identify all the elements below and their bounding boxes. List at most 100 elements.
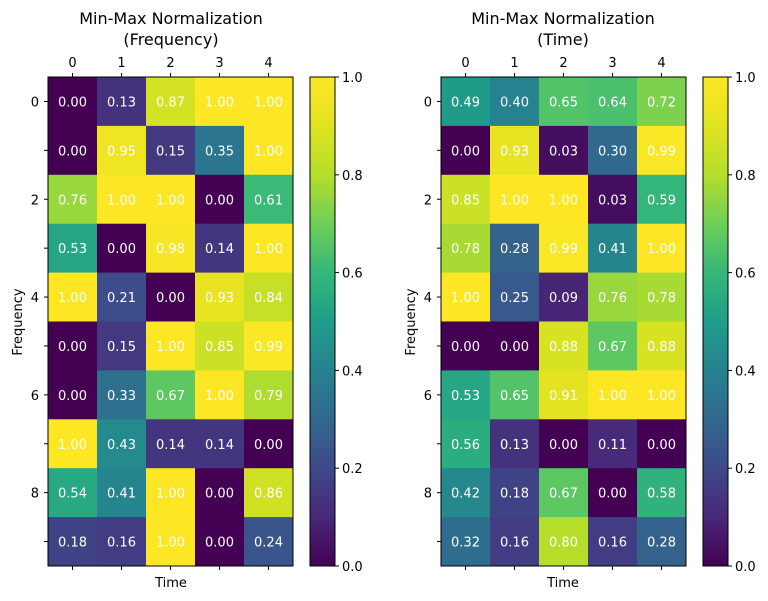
heatmap-cell	[48, 174, 98, 225]
cell-value-label: 0.13	[107, 95, 136, 110]
cell-value-label: 0.28	[647, 536, 676, 551]
heatmap-cell	[195, 468, 245, 518]
heatmap-cell	[195, 321, 245, 371]
cell-value-label: 0.93	[205, 291, 234, 306]
cell-value-label: 0.00	[598, 487, 627, 502]
chart-title-line2: (Frequency)	[123, 30, 218, 49]
x-tick-label: 1	[510, 56, 518, 71]
cell-value-label: 0.41	[598, 242, 627, 257]
y-axis-label: Frequency	[11, 288, 26, 355]
cell-value-label: 0.00	[549, 438, 578, 453]
cell-value-label: 0.18	[500, 487, 529, 502]
cell-value-label: 0.00	[205, 193, 234, 208]
heatmap-cell	[539, 419, 589, 469]
heatmap-cell	[637, 223, 687, 274]
cell-value-label: 0.21	[107, 291, 136, 306]
heatmap-panel-time: Min-Max Normalization (Time) Time Freque…	[404, 9, 756, 591]
heatmap-cell	[588, 419, 638, 469]
cell-value-label: 0.58	[647, 487, 676, 502]
cell-value-label: 0.30	[598, 144, 627, 159]
heatmap-panel-frequency: Min-Max Normalization (Frequency) Time F…	[11, 9, 363, 591]
colorbar-tick-label: 0.4	[735, 364, 756, 379]
cell-value-label: 0.03	[549, 144, 578, 159]
heatmap-cell	[97, 223, 147, 274]
cell-value-label: 0.65	[549, 95, 578, 110]
heatmap-cell	[146, 272, 196, 322]
cell-value-label: 0.00	[156, 291, 185, 306]
heatmap-cell	[48, 419, 98, 469]
cell-value-label: 0.41	[107, 487, 136, 502]
heatmap-cell	[244, 223, 294, 274]
cell-value-label: 0.78	[647, 291, 676, 306]
heatmap-cell	[195, 125, 245, 176]
heatmap-cell	[539, 174, 589, 225]
heatmap-cell	[48, 77, 98, 127]
cell-value-label: 0.59	[647, 193, 676, 208]
heatmap-cell	[637, 370, 687, 420]
plot-frame	[440, 76, 687, 567]
heatmap-cell	[97, 370, 147, 420]
cell-value-label: 0.00	[58, 144, 87, 159]
y-tick-label: 8	[31, 487, 39, 502]
heatmap-cell	[146, 125, 196, 176]
heatmap-cell	[146, 321, 196, 371]
y-ticks: 0 2 4 6 8	[424, 95, 441, 543]
heatmap-cell	[539, 370, 589, 420]
heatmap-cell	[490, 223, 540, 274]
chart-title-line1: Min-Max Normalization	[79, 9, 263, 28]
colorbar-ticks: 0.0 0.2 0.4 0.6 0.8 1.0	[335, 71, 363, 575]
heatmap-cell	[195, 174, 245, 225]
heatmap-cell	[637, 468, 687, 518]
heatmap-cell	[97, 321, 147, 371]
heatmap-cell	[48, 272, 98, 322]
colorbar: 0.0 0.2 0.4 0.6 0.8 1.0	[702, 71, 756, 575]
cell-value-label: 0.11	[598, 438, 627, 453]
cell-value-label: 0.65	[500, 389, 529, 404]
cell-value-label: 0.78	[451, 242, 480, 257]
cell-value-label: 0.99	[647, 144, 676, 159]
cell-value-label: 0.14	[156, 438, 185, 453]
cell-value-label: 0.00	[107, 242, 136, 257]
heatmap-cell	[146, 370, 196, 420]
cell-value-label: 0.93	[500, 144, 529, 159]
cell-value-label: 0.16	[107, 536, 136, 551]
heatmap-cell	[244, 125, 294, 176]
x-tick-label: 1	[117, 56, 125, 71]
heatmap-cell	[588, 272, 638, 322]
heatmap-cell	[97, 272, 147, 322]
x-tick-label: 4	[657, 56, 665, 71]
cell-value-label: 0.56	[451, 438, 480, 453]
heatmap-cell	[97, 419, 147, 469]
heatmap-cell	[441, 517, 491, 567]
cell-value-label: 1.00	[107, 193, 136, 208]
cell-value-label: 0.67	[549, 487, 578, 502]
heatmap-cell	[588, 174, 638, 225]
cell-value-label: 1.00	[205, 389, 234, 404]
cell-value-label: 0.15	[156, 144, 185, 159]
cell-value-labels: 0.00 0.13 0.87 1.00 1.00 0.00 0.95 0.15 0.35 1.00…	[58, 95, 283, 550]
cell-value-label: 0.53	[58, 242, 87, 257]
heatmap-cells	[441, 77, 687, 567]
cell-value-label: 0.91	[549, 389, 578, 404]
x-tick-label: 0	[461, 56, 469, 71]
heatmap-cell	[244, 468, 294, 518]
colorbar-frame	[309, 76, 336, 567]
heatmap-cell	[588, 125, 638, 176]
cell-value-label: 0.54	[58, 487, 87, 502]
x-axis-label: Time	[546, 576, 579, 591]
cell-value-label: 0.87	[156, 95, 185, 110]
colorbar: 0.0 0.2 0.4 0.6 0.8 1.0	[309, 71, 363, 575]
y-tick-label: 0	[424, 95, 432, 110]
heatmap-cell	[146, 419, 196, 469]
cell-value-label: 1.00	[156, 193, 185, 208]
cell-value-label: 0.42	[451, 487, 480, 502]
cell-value-label: 0.80	[549, 536, 578, 551]
cell-value-label: 0.00	[205, 536, 234, 551]
heatmap-cell	[97, 517, 147, 567]
heatmap-cell	[539, 223, 589, 274]
heatmap-cell	[244, 77, 294, 127]
cell-value-label: 0.00	[500, 340, 529, 355]
heatmap-cell	[97, 125, 147, 176]
colorbar-tick-label: 0.0	[735, 560, 756, 575]
heatmap-cell	[97, 77, 147, 127]
